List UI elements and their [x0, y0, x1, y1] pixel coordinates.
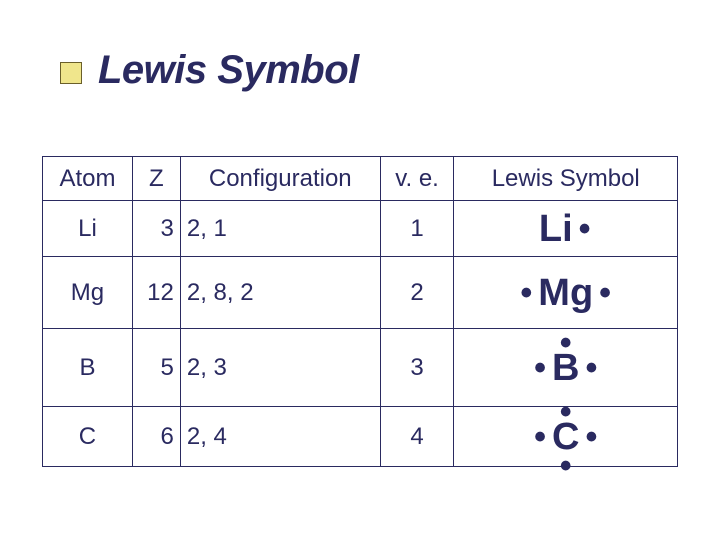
slide-title-block: Lewis Symbol [60, 48, 359, 93]
lewis-symbol-wrap: •B•• [530, 349, 601, 387]
cell-z: 3 [132, 201, 180, 257]
table-header-row: Atom Z Configuration v. e. Lewis Symbol [43, 157, 678, 201]
cell-atom: Li [43, 201, 133, 257]
lewis-symbol-wrap: •C••• [530, 418, 601, 456]
table-body: Li32, 11Li•Mg122, 8, 22•Mg•B52, 33•B••C6… [43, 201, 678, 467]
col-header-lewis-symbol: Lewis Symbol [454, 157, 678, 201]
cell-valence-electrons: 2 [380, 257, 454, 329]
cell-lewis-symbol: •Mg• [454, 257, 678, 329]
cell-valence-electrons: 4 [380, 407, 454, 467]
lewis-symbol-wrap: Li• [537, 210, 595, 248]
table-row: B52, 33 •B•• [43, 329, 678, 407]
element-symbol: Mg [536, 274, 595, 312]
lewis-symbol-wrap: •Mg• [516, 274, 615, 312]
cell-lewis-symbol: •C••• [454, 407, 678, 467]
col-header-valence-electrons: v. e. [380, 157, 454, 201]
cell-valence-electrons: 1 [380, 201, 454, 257]
table-row: Li32, 11Li• [43, 201, 678, 257]
table-row: C62, 44 •C••• [43, 407, 678, 467]
cell-configuration: 2, 3 [180, 329, 380, 407]
col-header-configuration: Configuration [180, 157, 380, 201]
cell-lewis-symbol: Li• [454, 201, 678, 257]
col-header-atom: Atom [43, 157, 133, 201]
cell-configuration: 2, 1 [180, 201, 380, 257]
cell-z: 5 [132, 329, 180, 407]
cell-atom: Mg [43, 257, 133, 329]
element-symbol: Li [537, 210, 575, 248]
cell-valence-electrons: 3 [380, 329, 454, 407]
lewis-symbol-table: Atom Z Configuration v. e. Lewis Symbol … [42, 156, 678, 467]
cell-configuration: 2, 4 [180, 407, 380, 467]
cell-atom: C [43, 407, 133, 467]
cell-configuration: 2, 8, 2 [180, 257, 380, 329]
col-header-z: Z [132, 157, 180, 201]
cell-z: 12 [132, 257, 180, 329]
slide-title: Lewis Symbol [98, 48, 359, 93]
cell-z: 6 [132, 407, 180, 467]
title-bullet [60, 62, 82, 84]
cell-atom: B [43, 329, 133, 407]
table-row: Mg122, 8, 22•Mg• [43, 257, 678, 329]
